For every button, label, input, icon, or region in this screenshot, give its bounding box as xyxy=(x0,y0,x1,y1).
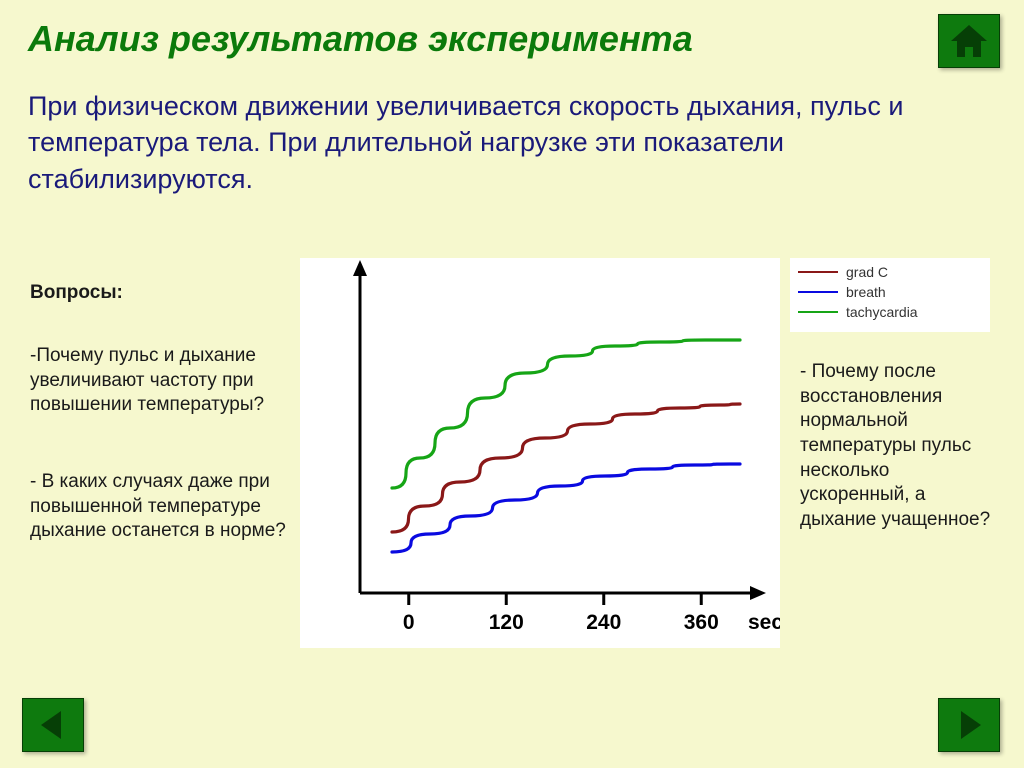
legend-item-breath: breath xyxy=(798,284,982,300)
svg-text:0: 0 xyxy=(403,611,415,634)
legend-item-gradc: grad C xyxy=(798,264,982,280)
question-3: - Почему после восстановления нормальной… xyxy=(800,360,1000,533)
legend-label: tachycardia xyxy=(846,304,918,320)
arrow-left-icon xyxy=(31,705,75,745)
home-button[interactable] xyxy=(938,14,1000,68)
question-2: - В каких случаях даже при повышенной те… xyxy=(30,470,290,544)
legend-swatch xyxy=(798,291,838,293)
svg-text:360: 360 xyxy=(684,611,719,634)
legend-label: grad C xyxy=(846,264,888,280)
page-title: Анализ результатов эксперимента xyxy=(28,18,693,60)
home-icon xyxy=(947,21,991,61)
next-button[interactable] xyxy=(938,698,1000,752)
chart-legend: grad C breath tachycardia xyxy=(790,258,990,332)
legend-item-tachycardia: tachycardia xyxy=(798,304,982,320)
svg-text:120: 120 xyxy=(489,611,524,634)
arrow-right-icon xyxy=(947,705,991,745)
questions-heading: Вопросы: xyxy=(30,282,123,304)
legend-label: breath xyxy=(846,284,886,300)
svg-text:sec: sec xyxy=(748,611,780,634)
intro-text: При физическом движении увеличивается ск… xyxy=(28,88,904,197)
line-chart: 0 120 240 360 sec xyxy=(300,258,780,648)
svg-text:240: 240 xyxy=(586,611,621,634)
legend-swatch xyxy=(798,311,838,313)
prev-button[interactable] xyxy=(22,698,84,752)
legend-swatch xyxy=(798,271,838,273)
question-1: -Почему пульс и дыхание увеличивают част… xyxy=(30,344,280,418)
